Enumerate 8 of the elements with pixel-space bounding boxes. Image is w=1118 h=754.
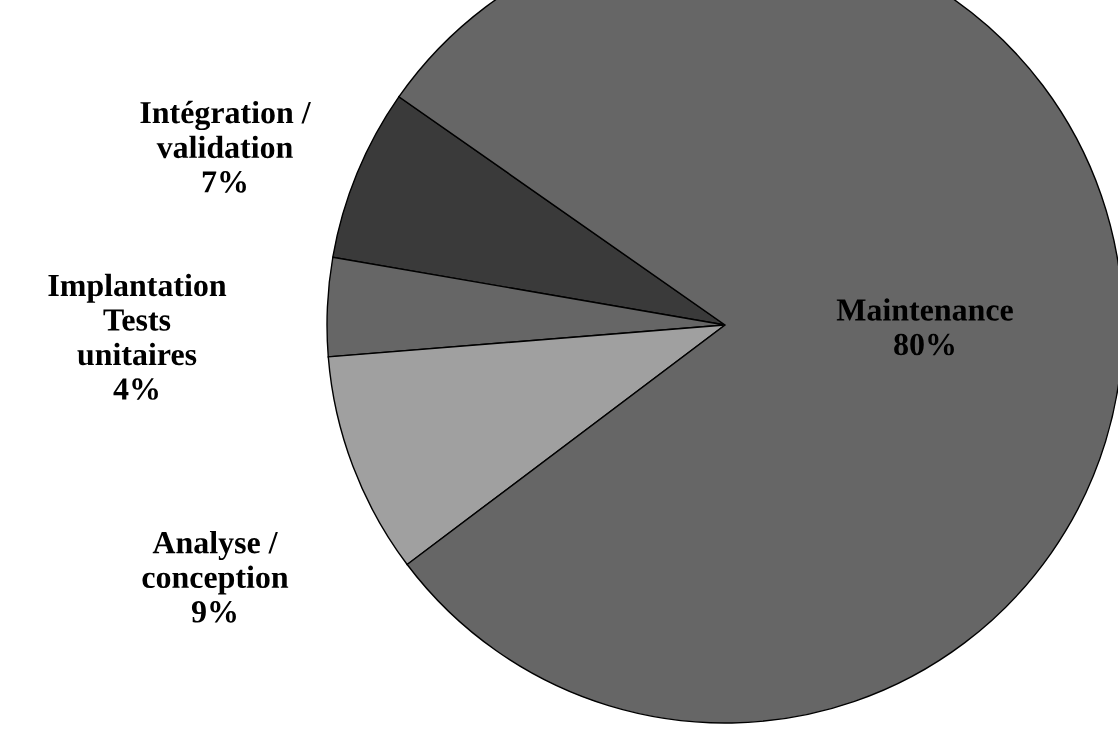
data-label: 4%: [113, 378, 158, 400]
data-label: 9%: [191, 600, 236, 623]
slice-label: Analyse / conception: [142, 530, 289, 595]
slice-label: Maintenance: [836, 298, 1013, 321]
slice-label: Implantation Tests unitaires: [48, 273, 227, 366]
data-label: 7%: [202, 171, 246, 193]
slice-label: Intégration / validation: [140, 100, 311, 159]
data-label: 80%: [894, 333, 954, 356]
